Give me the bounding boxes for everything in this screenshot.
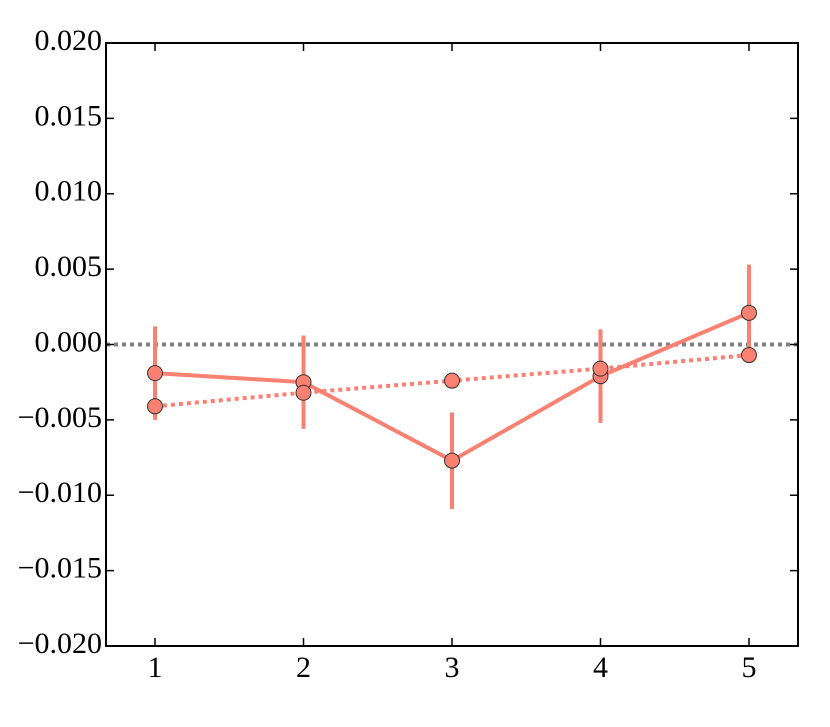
y-tick-label: −0.005 bbox=[18, 401, 102, 434]
y-tick-label: 0.005 bbox=[35, 250, 103, 283]
x-tick-label: 2 bbox=[296, 651, 311, 684]
marker bbox=[740, 347, 757, 364]
y-tick-label: 0.010 bbox=[35, 175, 103, 208]
marker bbox=[147, 398, 164, 415]
marker bbox=[592, 360, 609, 377]
y-tick-label: −0.010 bbox=[18, 476, 102, 509]
x-tick-label: 1 bbox=[148, 651, 163, 684]
y-tick-label: −0.020 bbox=[18, 627, 102, 660]
x-tick-label: 4 bbox=[593, 651, 608, 684]
marker bbox=[295, 384, 312, 401]
y-tick-label: 0.000 bbox=[35, 325, 103, 358]
y-tick-label: −0.015 bbox=[18, 552, 102, 585]
y-tick-label: 0.020 bbox=[35, 24, 103, 57]
marker bbox=[444, 372, 460, 389]
y-tick-label: 0.015 bbox=[35, 99, 103, 132]
marker bbox=[444, 452, 460, 469]
x-tick-label: 3 bbox=[445, 651, 460, 684]
marker bbox=[147, 365, 164, 382]
marker bbox=[740, 304, 757, 321]
x-tick-label: 5 bbox=[741, 651, 756, 684]
